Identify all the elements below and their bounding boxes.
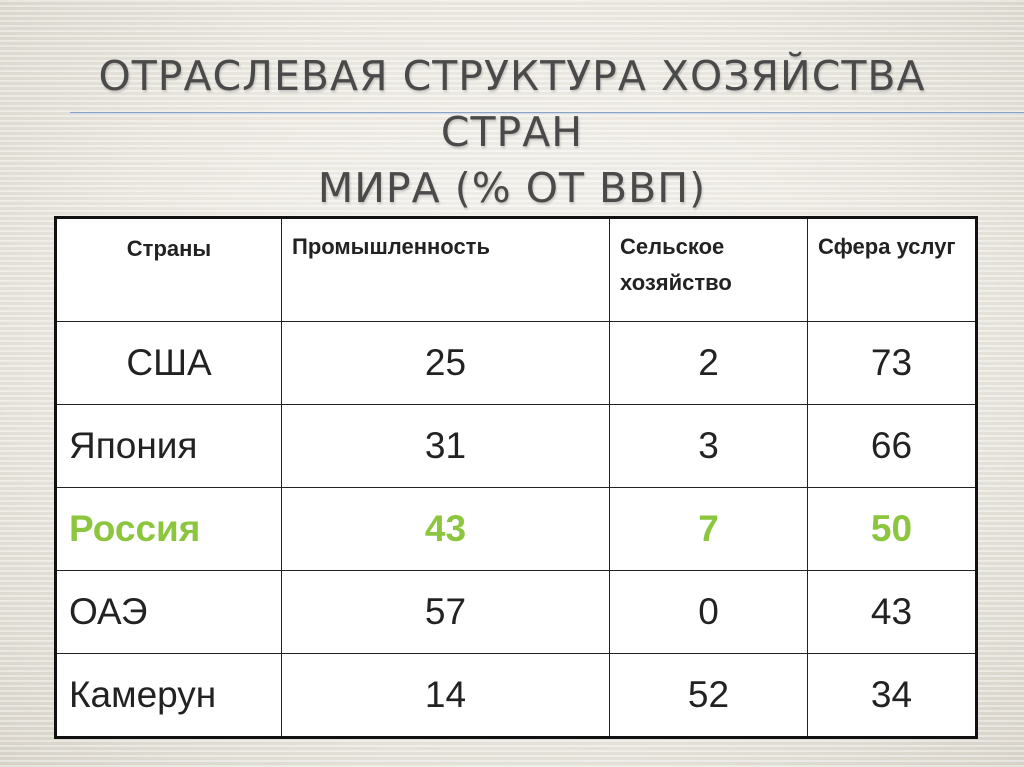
cell-industry: 31 <box>281 404 610 488</box>
data-table-container: Страны Промышленность Сельское хозяйство… <box>54 216 978 739</box>
cell-industry: 57 <box>281 570 610 654</box>
cell-industry: 25 <box>281 321 610 405</box>
cell-services: 50 <box>807 487 977 571</box>
cell-country: Камерун <box>55 653 282 738</box>
cell-agriculture: 52 <box>609 653 808 738</box>
cell-industry: 43 <box>281 487 610 571</box>
cell-services: 66 <box>807 404 977 488</box>
title-line-1: ОТРАСЛЕВАЯ СТРУКТУРА ХОЗЯЙСТВА СТРАН <box>98 52 926 156</box>
title-divider <box>70 112 1024 113</box>
header-industry: Промышленность <box>281 217 610 322</box>
cell-agriculture: 2 <box>609 321 808 405</box>
header-services: Сфера услуг <box>807 217 977 322</box>
cell-services: 43 <box>807 570 977 654</box>
cell-country: США <box>55 321 282 405</box>
cell-country: Россия <box>55 487 282 571</box>
cell-agriculture: 0 <box>609 570 808 654</box>
cell-services: 73 <box>807 321 977 405</box>
header-countries: Страны <box>55 217 282 322</box>
gdp-structure-table: Страны Промышленность Сельское хозяйство… <box>54 216 978 739</box>
header-agriculture: Сельское хозяйство <box>609 217 808 322</box>
cell-country: Япония <box>55 404 282 488</box>
cell-services: 34 <box>807 653 977 738</box>
cell-agriculture: 3 <box>609 404 808 488</box>
slide-title: ОТРАСЛЕВАЯ СТРУКТУРА ХОЗЯЙСТВА СТРАН МИР… <box>40 48 984 216</box>
cell-industry: 14 <box>281 653 610 738</box>
cell-country: ОАЭ <box>55 570 282 654</box>
title-line-2: МИРА (% ОТ ВВП) <box>317 164 707 212</box>
table-row: Япония 31 3 66 <box>55 404 977 488</box>
table-row-highlighted: Россия 43 7 50 <box>55 487 977 571</box>
table-row: Камерун 14 52 34 <box>55 653 977 738</box>
table-row: ОАЭ 57 0 43 <box>55 570 977 654</box>
cell-agriculture: 7 <box>609 487 808 571</box>
table-row: США 25 2 73 <box>55 321 977 405</box>
table-header-row: Страны Промышленность Сельское хозяйство… <box>55 217 977 322</box>
